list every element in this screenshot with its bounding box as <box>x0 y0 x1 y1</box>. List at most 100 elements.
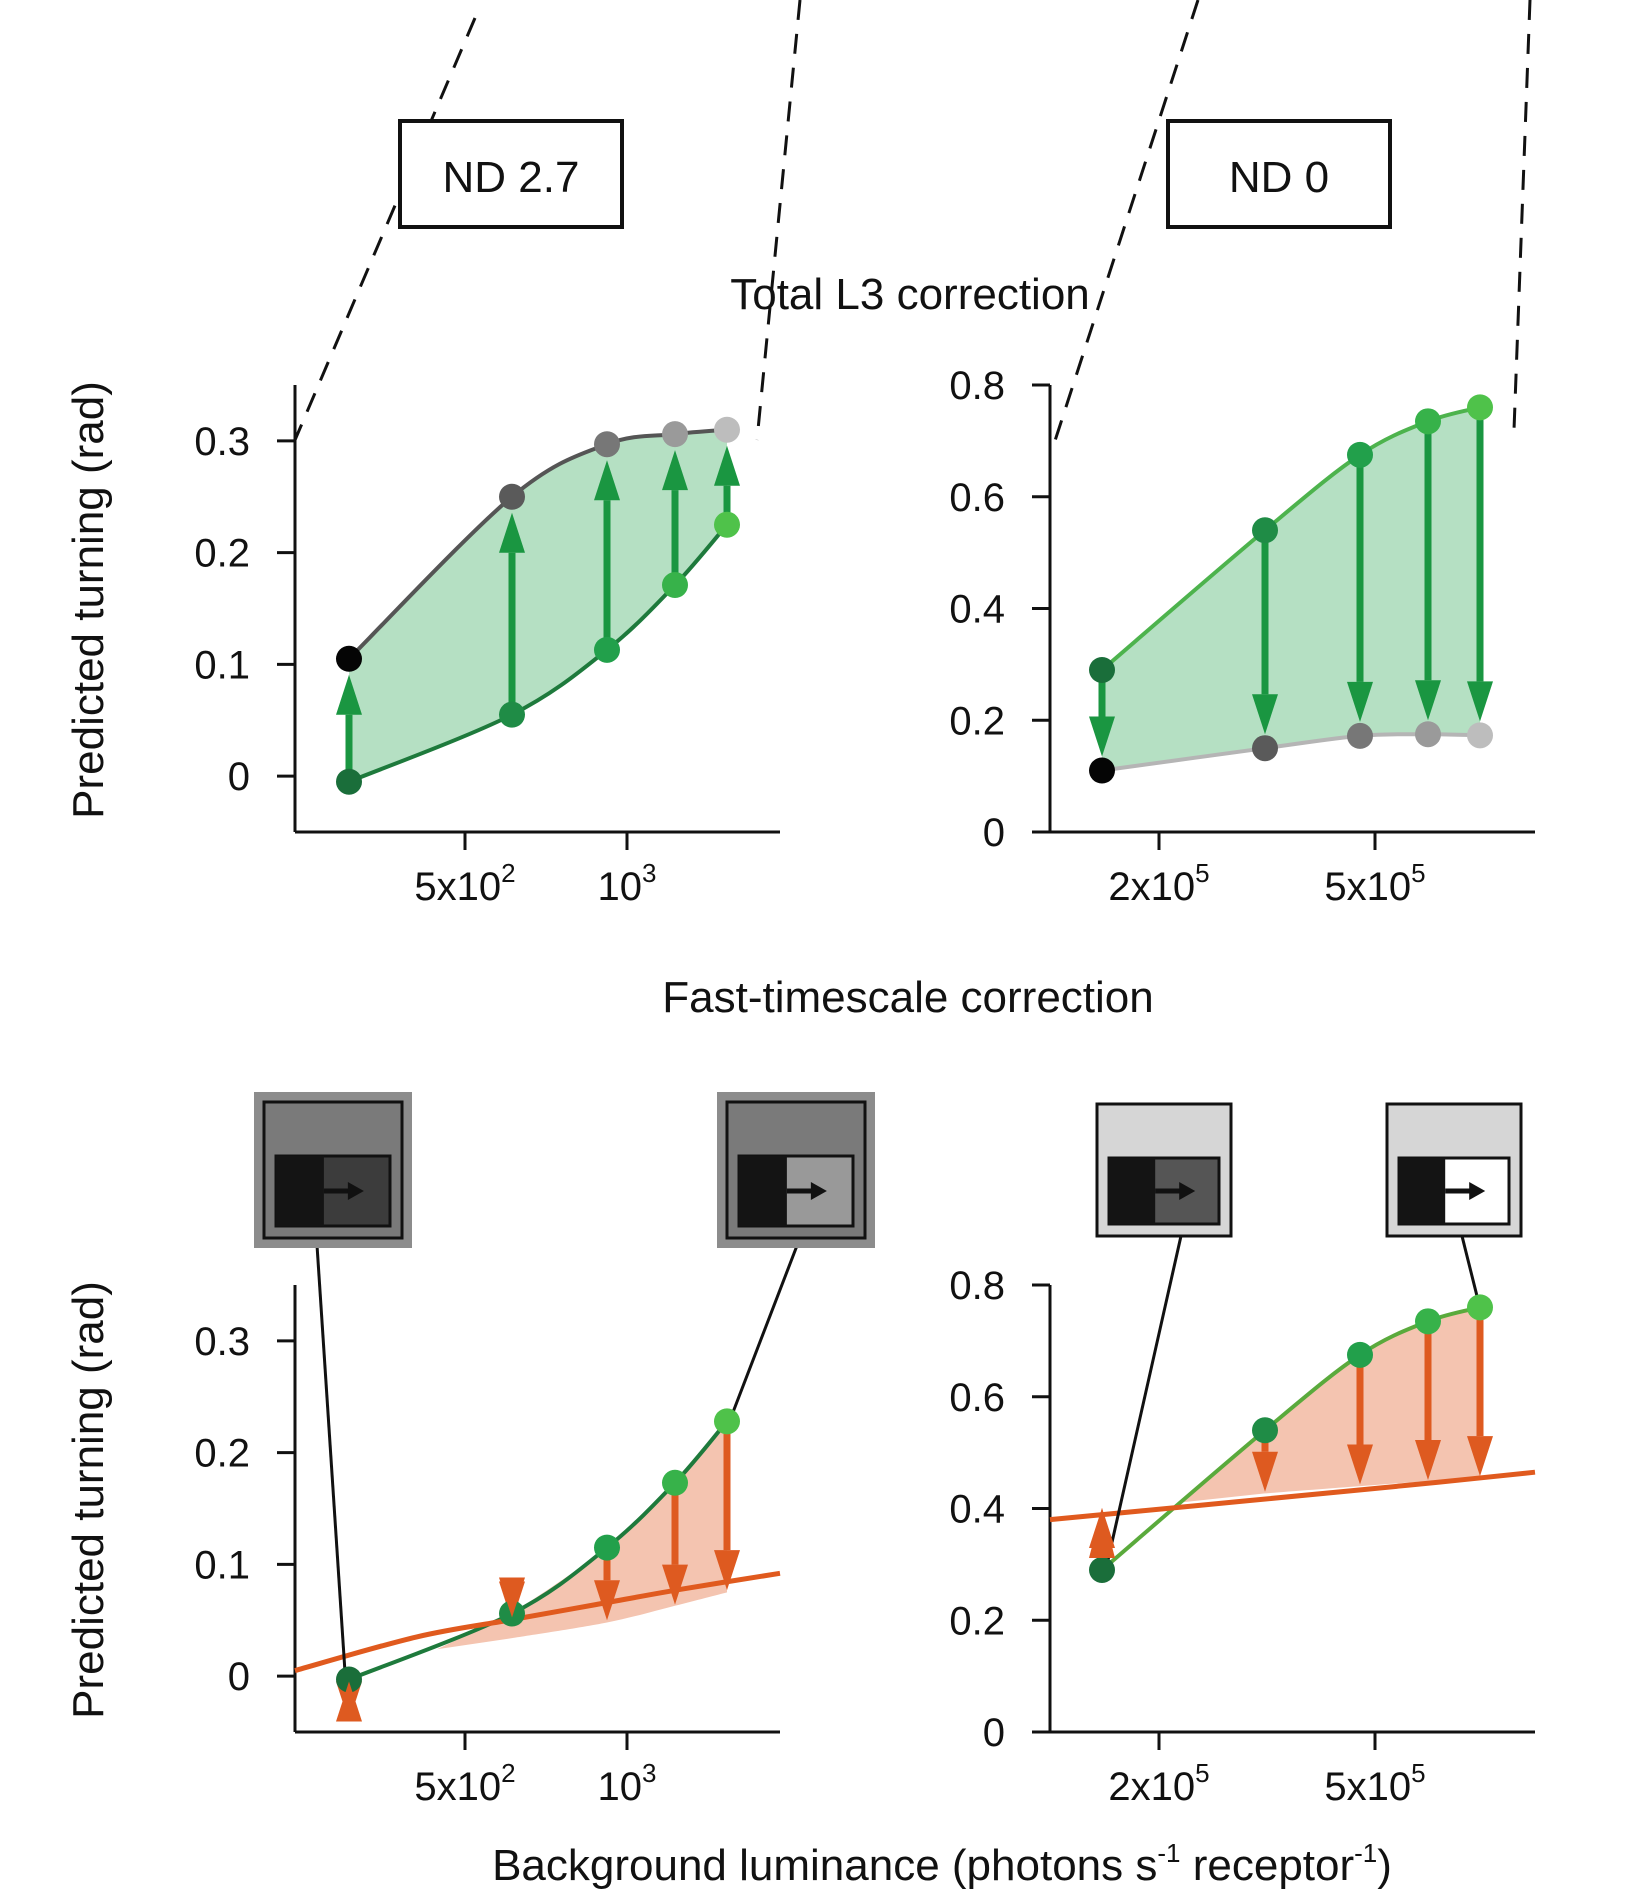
y-tick-label-c: 0.1 <box>194 1543 250 1587</box>
y-tick-label-a: 0.2 <box>194 532 250 576</box>
x-tick-label-d: 5x105 <box>1324 1758 1425 1809</box>
point-with-correction-b <box>1467 722 1493 749</box>
zoom-line-a-left <box>293 17 477 441</box>
point-without-correction-a <box>336 768 362 795</box>
connector-c-1 <box>314 1229 347 1673</box>
zoom-line-a-right <box>755 0 802 441</box>
y-axis-label-top: Predicted turning (rad) <box>64 381 113 819</box>
panel-c: 0 0.1 0.2 0.3 5x102 103 <box>194 1092 875 1809</box>
nd-box-a: ND 2.7 <box>398 119 624 229</box>
point-with-correction-b <box>1252 735 1278 762</box>
connector-c-2 <box>728 1229 805 1421</box>
panel-d: 0 0.2 0.4 0.6 0.8 2x105 5x105 <box>949 1102 1536 1809</box>
arrow-b-0-head <box>1089 716 1115 757</box>
stimulus-icon-c-2-arrow-head <box>810 1182 827 1200</box>
x-tick-label-b: 2x105 <box>1108 858 1209 909</box>
arrow-a-1-head <box>499 512 525 553</box>
x-tick-label-a: 103 <box>598 858 657 909</box>
nd-label-a: ND 2.7 <box>443 153 580 202</box>
point-without-correction-d <box>1415 1308 1441 1335</box>
y-tick-label-b: 0 <box>983 811 1005 855</box>
arrow-b-3-head <box>1415 680 1441 721</box>
x-tick-label-d: 2x105 <box>1108 1758 1209 1809</box>
y-tick-label-d: 0.2 <box>949 1599 1005 1643</box>
panel-a: 0 0.1 0.2 0.3 5x102 103 <box>194 385 780 909</box>
point-with-correction-b <box>1415 721 1441 748</box>
arrow-d-4-head <box>1467 1436 1493 1477</box>
x-tick-label-a: 5x102 <box>414 858 515 909</box>
y-tick-label-a: 0.1 <box>194 643 250 687</box>
arrow-a-4-head <box>714 445 740 486</box>
section-title-total: Total L3 correction <box>730 270 1090 319</box>
point-without-correction-b <box>1089 656 1115 683</box>
point-without-correction-c <box>594 1534 620 1561</box>
panel-b: 0 0.2 0.4 0.6 0.8 2x105 5x105 <box>949 364 1535 909</box>
arrow-b-2-head <box>1347 681 1373 722</box>
point-without-correction-b <box>1252 517 1278 544</box>
zoom-line-b-right <box>1512 0 1532 431</box>
point-without-correction-c <box>714 1408 740 1435</box>
y-tick-label-b: 0.4 <box>949 588 1005 632</box>
fill-area-a <box>349 429 727 782</box>
stimulus-icon-c-1-arrow-head <box>347 1182 364 1200</box>
point-with-correction-b <box>1347 722 1373 749</box>
point-without-correction-b <box>1467 394 1493 421</box>
arrow-c-0-over <box>336 1681 362 1722</box>
point-without-correction-b <box>1415 408 1441 435</box>
arrow-b-1-head <box>1252 694 1278 735</box>
point-without-correction-a <box>714 511 740 538</box>
y-tick-label-b: 0.2 <box>949 699 1005 743</box>
stimulus-icon-c-2-black <box>739 1156 787 1226</box>
arrow-a-2-head <box>594 460 620 501</box>
arrow-d-2-head <box>1347 1444 1373 1485</box>
y-tick-label-c: 0.3 <box>194 1320 250 1364</box>
y-tick-label-d: 0.4 <box>949 1488 1005 1532</box>
line-fast-correction-c <box>294 1570 781 1673</box>
arrow-c-1-over <box>499 1577 525 1618</box>
fill-area-b <box>1102 407 1480 771</box>
arrow-b-4-head <box>1467 681 1493 722</box>
x-tick-label-c: 5x102 <box>414 1758 515 1809</box>
y-tick-label-b: 0.8 <box>949 364 1005 408</box>
point-without-correction-d <box>1252 1417 1278 1444</box>
y-axis-label-bottom: Predicted turning (rad) <box>64 1281 113 1719</box>
stimulus-icon-d-2-arrow-head <box>1469 1182 1486 1200</box>
point-without-correction-a <box>662 572 688 599</box>
x-tick-label-b: 5x105 <box>1324 858 1425 909</box>
point-with-correction-a <box>499 483 525 510</box>
nd-label-b: ND 0 <box>1229 153 1329 202</box>
y-tick-label-a: 0.3 <box>194 420 250 464</box>
arrow-d-3-head <box>1415 1440 1441 1481</box>
arrow-a-3-head <box>662 450 688 491</box>
nd-box-b: ND 0 <box>1166 119 1392 229</box>
point-with-correction-a <box>336 645 362 672</box>
arrow-d-1-head <box>1252 1451 1278 1492</box>
fill-area-c <box>437 1421 727 1650</box>
arrow-c-2-head <box>594 1580 620 1621</box>
point-without-correction-a <box>594 636 620 663</box>
stimulus-icon-d-2-black <box>1399 1158 1446 1224</box>
arrow-c-4-head <box>714 1550 740 1591</box>
zoom-line-b-left <box>1050 0 1200 451</box>
point-without-correction-b <box>1347 441 1373 468</box>
y-tick-label-c: 0 <box>228 1655 250 1699</box>
connector-d-2 <box>1460 1235 1480 1301</box>
y-tick-label-d: 0.6 <box>949 1376 1005 1420</box>
y-tick-label-b: 0.6 <box>949 476 1005 520</box>
fill-area-d <box>1177 1307 1480 1503</box>
y-tick-label-d: 0.8 <box>949 1264 1005 1308</box>
arrow-c-3-head <box>662 1564 688 1605</box>
x-axis-label: Background luminance (photons s-1 recept… <box>492 1838 1392 1890</box>
point-without-correction-a <box>499 701 525 728</box>
line-without-correction-a <box>348 523 729 784</box>
stimulus-icon-c-1-black <box>276 1156 324 1226</box>
arrow-a-0-head <box>336 674 362 715</box>
connector-d-1 <box>1106 1235 1183 1561</box>
section-title-fast: Fast-timescale correction <box>662 973 1153 1022</box>
y-tick-label-c: 0.2 <box>194 1432 250 1476</box>
point-with-correction-a <box>594 431 620 458</box>
y-tick-label-d: 0 <box>983 1711 1005 1755</box>
x-tick-label-c: 103 <box>598 1758 657 1809</box>
point-without-correction-d <box>1467 1294 1493 1321</box>
